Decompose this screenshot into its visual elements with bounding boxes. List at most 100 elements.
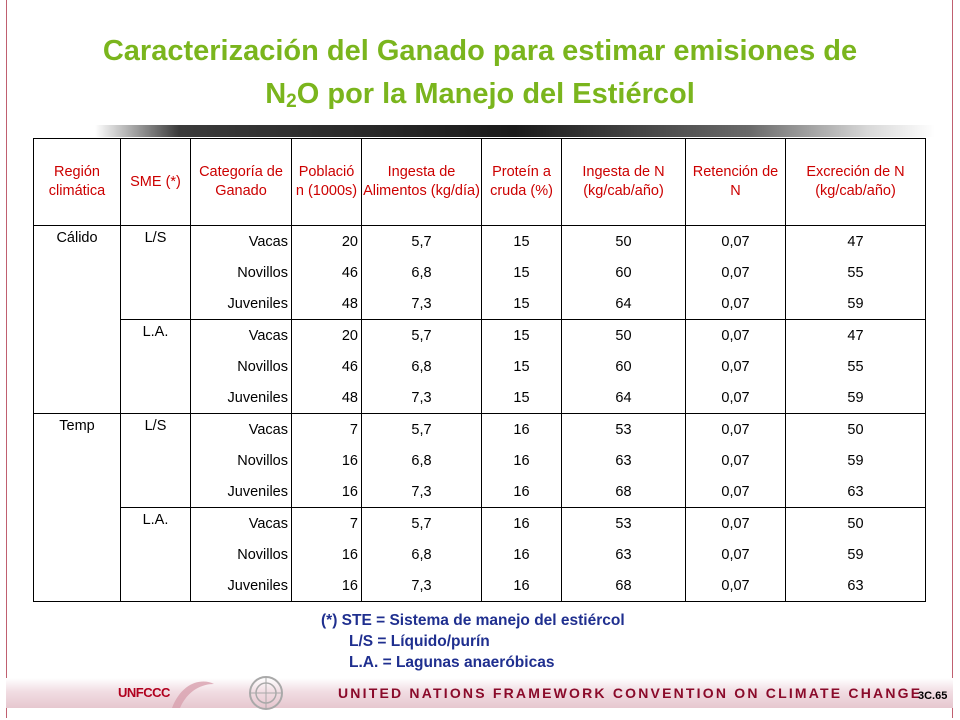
table-cell: 6,8 <box>361 351 482 382</box>
table-cell: 0,07 <box>685 225 786 257</box>
table-cell: 50 <box>785 413 926 445</box>
table-cell: 50 <box>561 319 686 351</box>
table-cell: Juveniles <box>190 382 292 414</box>
table-cell <box>33 257 121 288</box>
table-cell: 15 <box>481 351 562 382</box>
table-cell: L/S <box>120 225 191 257</box>
table-row: Temp L/S Vacas 7 5,7 16 53 0,07 50 <box>33 413 926 445</box>
table-cell: 16 <box>291 570 362 602</box>
footnote-line-3: L.A. = Lagunas anaeróbicas <box>349 654 555 671</box>
unfccc-swoosh-icon <box>172 681 214 708</box>
table-cell: Novillos <box>190 539 292 570</box>
table-row: Juveniles 48 7,3 15 64 0,07 59 <box>33 382 926 414</box>
column-header: Població n (1000s) <box>291 138 362 226</box>
title-underline-bar <box>95 125 935 137</box>
table-cell: Cálido <box>33 225 121 257</box>
table-cell: Vacas <box>190 319 292 351</box>
table-cell: 0,07 <box>685 476 786 508</box>
livestock-table: Región climática SME (*) Categoría de Gana… <box>33 138 926 602</box>
table-row: Juveniles 16 7,3 16 68 0,07 63 <box>33 570 926 602</box>
table-cell: Vacas <box>190 225 292 257</box>
table-row: Juveniles 16 7,3 16 68 0,07 63 <box>33 476 926 508</box>
table-cell: 16 <box>291 445 362 476</box>
table-cell: Novillos <box>190 351 292 382</box>
table-cell: 20 <box>291 319 362 351</box>
table-cell: 16 <box>481 476 562 508</box>
table-cell: 48 <box>291 288 362 320</box>
table-cell <box>120 351 191 382</box>
table-cell: 63 <box>561 445 686 476</box>
table-cell: 59 <box>785 539 926 570</box>
column-header: Categoría de Ganado <box>190 138 292 226</box>
table-cell: 53 <box>561 507 686 539</box>
table-row: Novillos 46 6,8 15 60 0,07 55 <box>33 351 926 382</box>
footnote: (*) STE = Sistema de manejo del estiérco… <box>321 610 625 673</box>
table-cell: 0,07 <box>685 319 786 351</box>
column-header: SME (*) <box>120 138 191 226</box>
table-cell: 0,07 <box>685 539 786 570</box>
table-cell <box>120 288 191 320</box>
table-cell: 46 <box>291 351 362 382</box>
table-cell <box>33 539 121 570</box>
table-cell: 15 <box>481 382 562 414</box>
table-cell: Vacas <box>190 413 292 445</box>
table-cell: Vacas <box>190 507 292 539</box>
table-cell: 55 <box>785 351 926 382</box>
table-row: Juveniles 48 7,3 15 64 0,07 59 <box>33 288 926 320</box>
table-cell: 15 <box>481 257 562 288</box>
table-cell: L.A. <box>120 319 191 351</box>
table-cell: 5,7 <box>361 507 482 539</box>
table-cell: 16 <box>481 507 562 539</box>
table-cell: 7 <box>291 413 362 445</box>
title-n: N <box>265 78 287 110</box>
table-cell: 7,3 <box>361 288 482 320</box>
table-row: Novillos 46 6,8 15 60 0,07 55 <box>33 257 926 288</box>
unfccc-logo-text: UNFCCC <box>118 685 170 700</box>
table-cell <box>120 539 191 570</box>
table-cell <box>33 382 121 414</box>
table-cell: 15 <box>481 319 562 351</box>
footer-banner-text: UNITED NATIONS FRAMEWORK CONVENTION ON C… <box>338 685 923 701</box>
table-cell: 7,3 <box>361 382 482 414</box>
table-cell <box>120 382 191 414</box>
table-cell: 6,8 <box>361 445 482 476</box>
table-cell: 16 <box>291 476 362 508</box>
table-cell: 63 <box>561 539 686 570</box>
table-cell: Temp <box>33 413 121 445</box>
table-cell: 63 <box>785 570 926 602</box>
column-header: Proteín a cruda (%) <box>481 138 562 226</box>
slide-frame <box>6 0 953 718</box>
table-cell: Juveniles <box>190 476 292 508</box>
table-cell: 68 <box>561 570 686 602</box>
table-row: L.A. Vacas 7 5,7 16 53 0,07 50 <box>33 507 926 539</box>
table-cell: 0,07 <box>685 413 786 445</box>
table-cell <box>33 507 121 539</box>
table-cell <box>33 288 121 320</box>
column-header: Ingesta de Alimentos (kg/día) <box>361 138 482 226</box>
table-cell: 15 <box>481 225 562 257</box>
table-cell: 59 <box>785 445 926 476</box>
table-cell: 0,07 <box>685 382 786 414</box>
table-cell: 64 <box>561 382 686 414</box>
table-cell: 5,7 <box>361 319 482 351</box>
table-cell: 16 <box>481 445 562 476</box>
table-cell: 60 <box>561 351 686 382</box>
table-cell: 46 <box>291 257 362 288</box>
table-cell <box>120 257 191 288</box>
footer-banner: UNFCCC UNITED NATIONS FRAMEWORK CONVENTI… <box>0 676 960 720</box>
table-header-row: Región climática SME (*) Categoría de Gana… <box>33 138 926 226</box>
table-cell: 64 <box>561 288 686 320</box>
table-cell: 16 <box>291 539 362 570</box>
table-cell: 0,07 <box>685 351 786 382</box>
table-cell: 15 <box>481 288 562 320</box>
table-cell <box>120 570 191 602</box>
table-cell: 0,07 <box>685 445 786 476</box>
table-cell <box>33 476 121 508</box>
table-cell: 5,7 <box>361 225 482 257</box>
table-cell: 0,07 <box>685 288 786 320</box>
table-cell: 59 <box>785 288 926 320</box>
table-cell: 47 <box>785 319 926 351</box>
table-cell: 63 <box>785 476 926 508</box>
footnote-line-2: L/S = Líquido/purín <box>349 633 490 650</box>
table-cell: 6,8 <box>361 257 482 288</box>
